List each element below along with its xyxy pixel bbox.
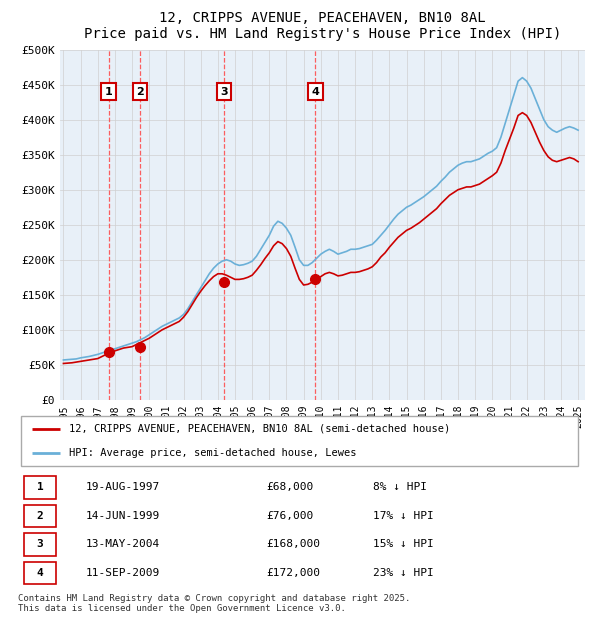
Text: 8% ↓ HPI: 8% ↓ HPI — [373, 482, 427, 492]
FancyBboxPatch shape — [23, 562, 56, 584]
Text: 2: 2 — [37, 511, 43, 521]
Text: 1: 1 — [104, 87, 112, 97]
Text: 12, CRIPPS AVENUE, PEACEHAVEN, BN10 8AL (semi-detached house): 12, CRIPPS AVENUE, PEACEHAVEN, BN10 8AL … — [69, 424, 450, 434]
Text: 13-MAY-2004: 13-MAY-2004 — [86, 539, 160, 549]
Text: 1: 1 — [37, 482, 43, 492]
Text: £172,000: £172,000 — [266, 567, 320, 577]
Text: £76,000: £76,000 — [266, 511, 313, 521]
Text: 14-JUN-1999: 14-JUN-1999 — [86, 511, 160, 521]
FancyBboxPatch shape — [21, 416, 578, 466]
Text: 2: 2 — [136, 87, 143, 97]
Text: 15% ↓ HPI: 15% ↓ HPI — [373, 539, 434, 549]
Text: 23% ↓ HPI: 23% ↓ HPI — [373, 567, 434, 577]
Text: 3: 3 — [220, 87, 228, 97]
FancyBboxPatch shape — [23, 533, 56, 556]
FancyBboxPatch shape — [23, 476, 56, 498]
Text: 4: 4 — [311, 87, 319, 97]
Text: Contains HM Land Registry data © Crown copyright and database right 2025.
This d: Contains HM Land Registry data © Crown c… — [18, 594, 410, 613]
Title: 12, CRIPPS AVENUE, PEACEHAVEN, BN10 8AL
Price paid vs. HM Land Registry's House : 12, CRIPPS AVENUE, PEACEHAVEN, BN10 8AL … — [84, 11, 561, 42]
Text: £168,000: £168,000 — [266, 539, 320, 549]
Text: 17% ↓ HPI: 17% ↓ HPI — [373, 511, 434, 521]
FancyBboxPatch shape — [23, 505, 56, 527]
Text: £68,000: £68,000 — [266, 482, 313, 492]
Text: HPI: Average price, semi-detached house, Lewes: HPI: Average price, semi-detached house,… — [69, 448, 356, 458]
Text: 19-AUG-1997: 19-AUG-1997 — [86, 482, 160, 492]
Text: 3: 3 — [37, 539, 43, 549]
Text: 11-SEP-2009: 11-SEP-2009 — [86, 567, 160, 577]
Text: 4: 4 — [37, 567, 43, 577]
